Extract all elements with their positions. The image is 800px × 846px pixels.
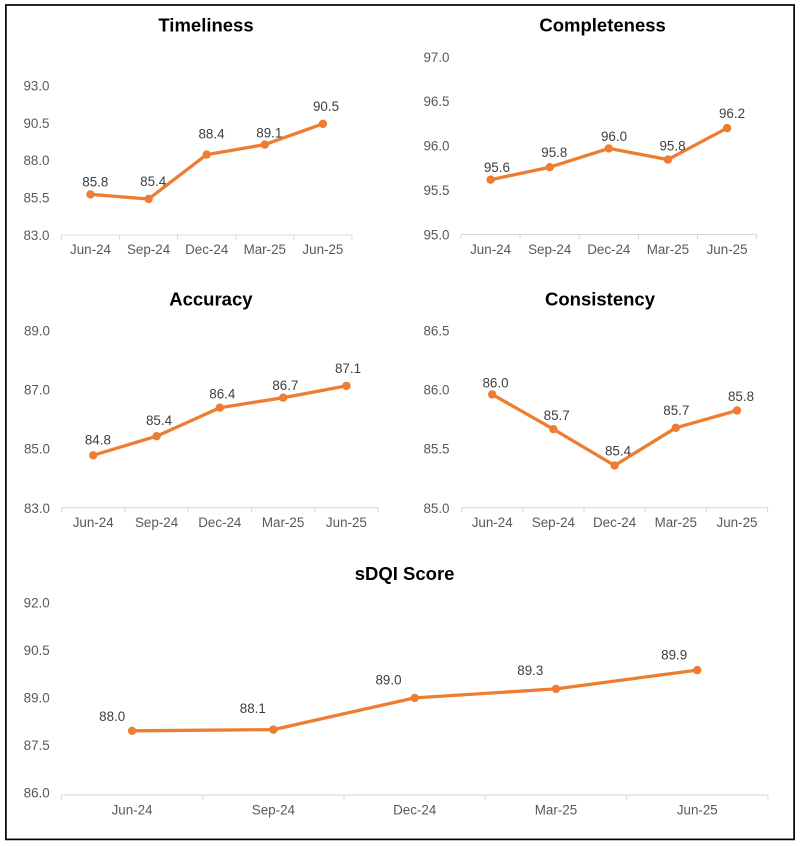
svg-text:85.0: 85.0 — [423, 501, 449, 516]
svg-text:90.5: 90.5 — [313, 99, 339, 114]
svg-text:85.5: 85.5 — [423, 442, 449, 457]
svg-text:87.1: 87.1 — [335, 361, 361, 376]
svg-text:86.5: 86.5 — [423, 324, 449, 339]
svg-text:89.3: 89.3 — [517, 663, 543, 678]
svg-text:88.0: 88.0 — [99, 709, 125, 724]
svg-text:97.0: 97.0 — [423, 50, 449, 65]
svg-text:Jun-24: Jun-24 — [70, 242, 111, 257]
svg-text:89.1: 89.1 — [256, 126, 282, 141]
svg-text:Jun-25: Jun-25 — [302, 242, 343, 257]
svg-text:Accuracy: Accuracy — [169, 289, 253, 310]
svg-text:Completeness: Completeness — [539, 15, 665, 36]
svg-text:85.8: 85.8 — [82, 175, 108, 190]
svg-text:85.7: 85.7 — [663, 403, 689, 418]
svg-text:Jun-25: Jun-25 — [717, 515, 758, 530]
svg-text:Jun-25: Jun-25 — [326, 515, 367, 530]
svg-text:85.7: 85.7 — [544, 408, 570, 423]
svg-text:86.0: 86.0 — [24, 786, 50, 801]
svg-text:96.0: 96.0 — [423, 139, 449, 154]
svg-text:85.4: 85.4 — [146, 413, 173, 428]
svg-text:Consistency: Consistency — [545, 289, 656, 310]
svg-text:85.5: 85.5 — [23, 190, 49, 205]
svg-text:Dec-24: Dec-24 — [198, 515, 242, 530]
svg-text:85.4: 85.4 — [605, 444, 632, 459]
svg-text:86.0: 86.0 — [482, 375, 508, 390]
svg-text:Mar-25: Mar-25 — [244, 242, 286, 257]
svg-text:87.5: 87.5 — [24, 738, 50, 753]
svg-text:95.5: 95.5 — [423, 183, 449, 198]
svg-text:Dec-24: Dec-24 — [393, 802, 437, 817]
svg-text:86.4: 86.4 — [209, 386, 236, 401]
svg-text:85.4: 85.4 — [140, 174, 167, 189]
svg-text:95.6: 95.6 — [484, 160, 510, 175]
svg-text:92.0: 92.0 — [24, 596, 50, 611]
svg-text:Mar-25: Mar-25 — [647, 242, 689, 257]
svg-text:90.5: 90.5 — [23, 116, 49, 131]
svg-text:Jun-24: Jun-24 — [112, 802, 153, 817]
svg-text:95.8: 95.8 — [541, 145, 567, 160]
svg-text:83.0: 83.0 — [23, 228, 49, 243]
svg-text:Dec-24: Dec-24 — [185, 242, 229, 257]
svg-text:86.7: 86.7 — [272, 378, 298, 393]
svg-text:Jun-24: Jun-24 — [470, 242, 511, 257]
svg-text:86.0: 86.0 — [423, 383, 449, 398]
svg-text:Jun-24: Jun-24 — [73, 515, 114, 530]
svg-text:96.0: 96.0 — [601, 129, 627, 144]
svg-text:Sep-24: Sep-24 — [127, 242, 171, 257]
svg-text:89.0: 89.0 — [24, 324, 50, 339]
svg-text:Jun-24: Jun-24 — [472, 515, 513, 530]
svg-text:Mar-25: Mar-25 — [262, 515, 304, 530]
svg-text:95.0: 95.0 — [423, 227, 449, 242]
svg-text:sDQI Score: sDQI Score — [355, 563, 455, 584]
svg-text:87.0: 87.0 — [24, 383, 50, 398]
svg-text:89.9: 89.9 — [661, 648, 687, 663]
svg-text:Dec-24: Dec-24 — [587, 242, 631, 257]
svg-text:95.8: 95.8 — [659, 139, 685, 154]
svg-text:88.4: 88.4 — [198, 126, 225, 141]
svg-text:85.8: 85.8 — [728, 389, 754, 404]
svg-text:Jun-25: Jun-25 — [707, 242, 748, 257]
svg-text:83.0: 83.0 — [24, 501, 50, 516]
svg-text:89.0: 89.0 — [375, 672, 401, 687]
svg-text:90.5: 90.5 — [24, 643, 50, 658]
svg-text:Sep-24: Sep-24 — [528, 242, 572, 257]
svg-text:Sep-24: Sep-24 — [252, 802, 296, 817]
svg-text:Jun-25: Jun-25 — [677, 802, 718, 817]
svg-text:Sep-24: Sep-24 — [532, 515, 576, 530]
svg-text:85.0: 85.0 — [24, 442, 50, 457]
svg-text:Sep-24: Sep-24 — [135, 515, 179, 530]
svg-text:93.0: 93.0 — [23, 78, 49, 93]
svg-text:Mar-25: Mar-25 — [655, 515, 697, 530]
svg-text:96.5: 96.5 — [423, 94, 449, 109]
svg-text:88.0: 88.0 — [23, 153, 49, 168]
svg-text:84.8: 84.8 — [85, 432, 111, 447]
svg-text:Dec-24: Dec-24 — [593, 515, 637, 530]
svg-text:96.2: 96.2 — [719, 106, 745, 121]
svg-text:Timeliness: Timeliness — [158, 15, 253, 36]
svg-text:89.0: 89.0 — [24, 691, 50, 706]
svg-text:88.1: 88.1 — [240, 701, 266, 716]
svg-text:Mar-25: Mar-25 — [535, 802, 577, 817]
